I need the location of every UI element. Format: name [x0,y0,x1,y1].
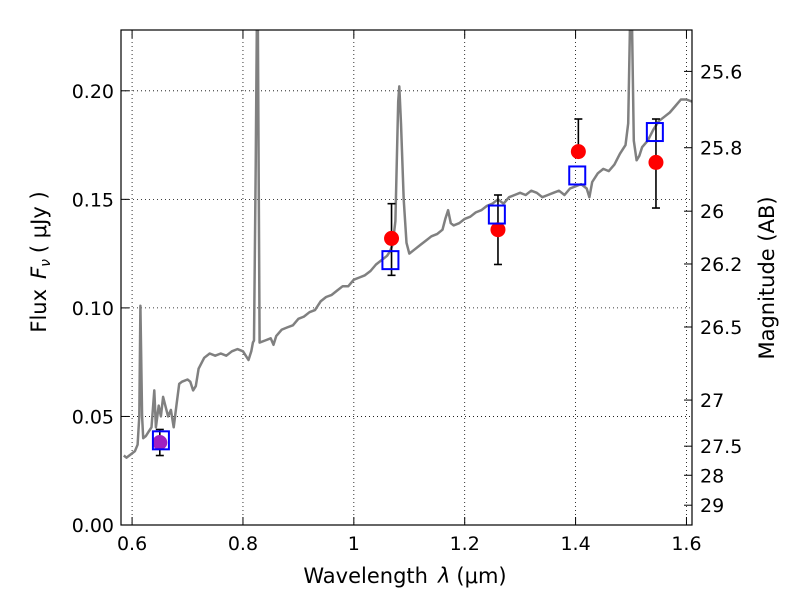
y-tick-label: 0.15 [72,189,114,211]
magnitude-tick-label: 26.2 [700,254,742,276]
magnitude-tick-label: 27.5 [700,436,742,458]
y-tick-label: 0.20 [72,81,114,103]
plot-frame [120,29,693,526]
magnitude-axis-label: Magnitude (AB) [755,196,779,359]
model-point [151,430,170,451]
model-point [645,122,664,143]
x-tick-label: 1.6 [671,533,701,555]
magnitude-tick-label: 28 [700,465,724,487]
model-spectrum [123,30,692,459]
magnitude-axis-ticks: 25.6 25.8 26 26.2 26.5 27 27.5 28 29 [684,61,742,517]
x-tick-label: 0.6 [117,533,147,555]
observed-point [570,144,586,160]
model-points [151,122,664,451]
model-point [381,250,400,271]
x-tick-label: 1.4 [560,533,590,555]
magnitude-tick-label: 25.8 [700,138,742,160]
model-point [568,165,587,186]
observed-points [152,144,664,450]
y-tick-label: 0.00 [72,515,114,537]
y-tick-label: 0.05 [72,406,114,428]
y-tick-label: 0.10 [72,298,114,320]
observed-point [152,435,168,450]
x-tick-label: 0.8 [228,533,258,555]
x-tick-label: 1.2 [450,533,480,555]
model-point [487,204,506,225]
magnitude-tick-label: 26 [700,201,724,223]
grid-lines [121,30,692,526]
x-tick-label: 1 [348,533,360,555]
magnitude-tick-label: 29 [700,495,724,517]
x-axis-ticks: 0.6 0.8 1 1.2 1.4 1.6 [117,30,702,555]
y-axis-label: FluxFν( μJy ) [27,191,54,332]
y-axis-ticks: 0.00 0.05 0.10 0.15 0.20 [72,81,129,537]
observed-point [490,222,506,238]
x-axis-label: Wavelength λ (μm) [303,564,506,588]
spectrum-line [123,30,692,459]
observed-point [384,230,400,246]
magnitude-tick-label: 25.6 [700,61,742,83]
magnitude-tick-label: 26.5 [700,317,742,339]
observed-point [648,154,664,170]
magnitude-tick-label: 27 [700,390,724,412]
